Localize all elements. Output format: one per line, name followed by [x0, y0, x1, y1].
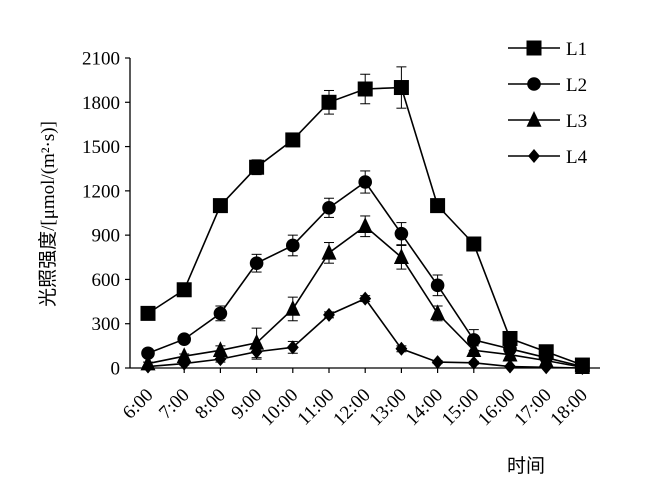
data-point [286, 340, 299, 355]
y-tick-label: 300 [92, 314, 121, 335]
data-point [540, 360, 553, 375]
series-L4 [142, 291, 589, 375]
legend-marker-L1 [526, 40, 542, 56]
legend-item-L1: L1 [508, 39, 587, 60]
data-point [430, 198, 446, 214]
x-tick-label: 14:00 [402, 385, 447, 430]
data-point [286, 238, 300, 253]
data-point [466, 341, 482, 358]
data-point [502, 345, 518, 362]
y-ticks: 0 300 600 900 1200 1500 1800 2100 [82, 49, 130, 380]
legend-item-L2: L2 [508, 75, 587, 96]
data-point [393, 80, 409, 96]
y-tick-label: 2100 [82, 49, 120, 70]
legend-label: L2 [566, 75, 587, 96]
y-tick-label: 1800 [82, 93, 120, 114]
data-point [393, 248, 409, 265]
data-point [321, 94, 337, 110]
data-point [430, 278, 445, 293]
data-point [323, 307, 335, 322]
data-point [176, 282, 192, 298]
legend-label: L4 [566, 147, 588, 168]
legend-marker-L4 [528, 149, 540, 163]
data-point [357, 217, 373, 234]
data-point [142, 359, 154, 374]
data-point [140, 305, 156, 321]
x-tick-label: 8:00 [191, 385, 230, 424]
y-tick-label: 1200 [82, 181, 120, 202]
series-layer [140, 66, 590, 375]
legend-label: L3 [566, 111, 587, 132]
legend-marker-L2 [527, 77, 541, 91]
data-point [502, 330, 518, 346]
data-point [357, 81, 373, 97]
data-point [395, 341, 408, 356]
data-point [359, 291, 372, 306]
y-tick-label: 900 [92, 226, 121, 247]
x-tick-label: 7:00 [155, 385, 194, 424]
data-point [466, 236, 482, 252]
legend-item-L3: L3 [508, 111, 587, 132]
data-point [177, 332, 191, 347]
data-point [467, 355, 480, 370]
data-point [321, 243, 337, 260]
y-tick-label: 0 [111, 359, 121, 380]
legend: L1 L2 L3 L4 [508, 39, 588, 168]
x-axis-title: 时间 [507, 455, 545, 477]
data-point [212, 341, 228, 358]
data-point [213, 306, 228, 321]
x-tick-label: 11:00 [294, 385, 339, 430]
x-tick-label: 10:00 [257, 385, 302, 430]
data-point [358, 175, 373, 189]
data-point [504, 359, 516, 374]
legend-label: L1 [566, 39, 587, 60]
axes [129, 58, 600, 369]
data-point [538, 351, 554, 368]
data-point [178, 356, 191, 371]
x-tick-label: 17:00 [510, 385, 555, 430]
data-point [431, 355, 444, 370]
y-axis-title: 光照强度/[μmol/(m²·s)] [37, 121, 59, 307]
data-point [249, 256, 264, 270]
data-point [176, 347, 192, 363]
data-point [141, 346, 155, 361]
x-tick-label: 6:00 [119, 385, 158, 424]
data-point [394, 226, 409, 241]
x-tick-label: 18:00 [546, 385, 591, 430]
data-point [285, 132, 301, 148]
data-point [249, 333, 265, 350]
y-tick-label: 1500 [82, 137, 120, 158]
y-tick-label: 600 [92, 270, 121, 291]
data-point [467, 333, 481, 347]
x-tick-label: 12:00 [329, 385, 374, 430]
legend-item-L4: L4 [508, 147, 588, 168]
data-point [285, 299, 301, 316]
data-point [250, 344, 263, 359]
x-tick-label: 13:00 [365, 385, 410, 430]
x-tick-label: 16:00 [474, 385, 519, 430]
x-ticks: 6:007:008:009:0010:0011:0012:0013:0014:0… [119, 368, 592, 430]
data-point [249, 159, 265, 175]
data-point [322, 201, 336, 215]
x-tick-label: 15:00 [438, 385, 483, 430]
data-point [430, 304, 446, 321]
data-point [212, 198, 228, 214]
legend-marker-L3 [526, 111, 542, 127]
data-point [214, 352, 227, 367]
data-point [576, 361, 589, 375]
